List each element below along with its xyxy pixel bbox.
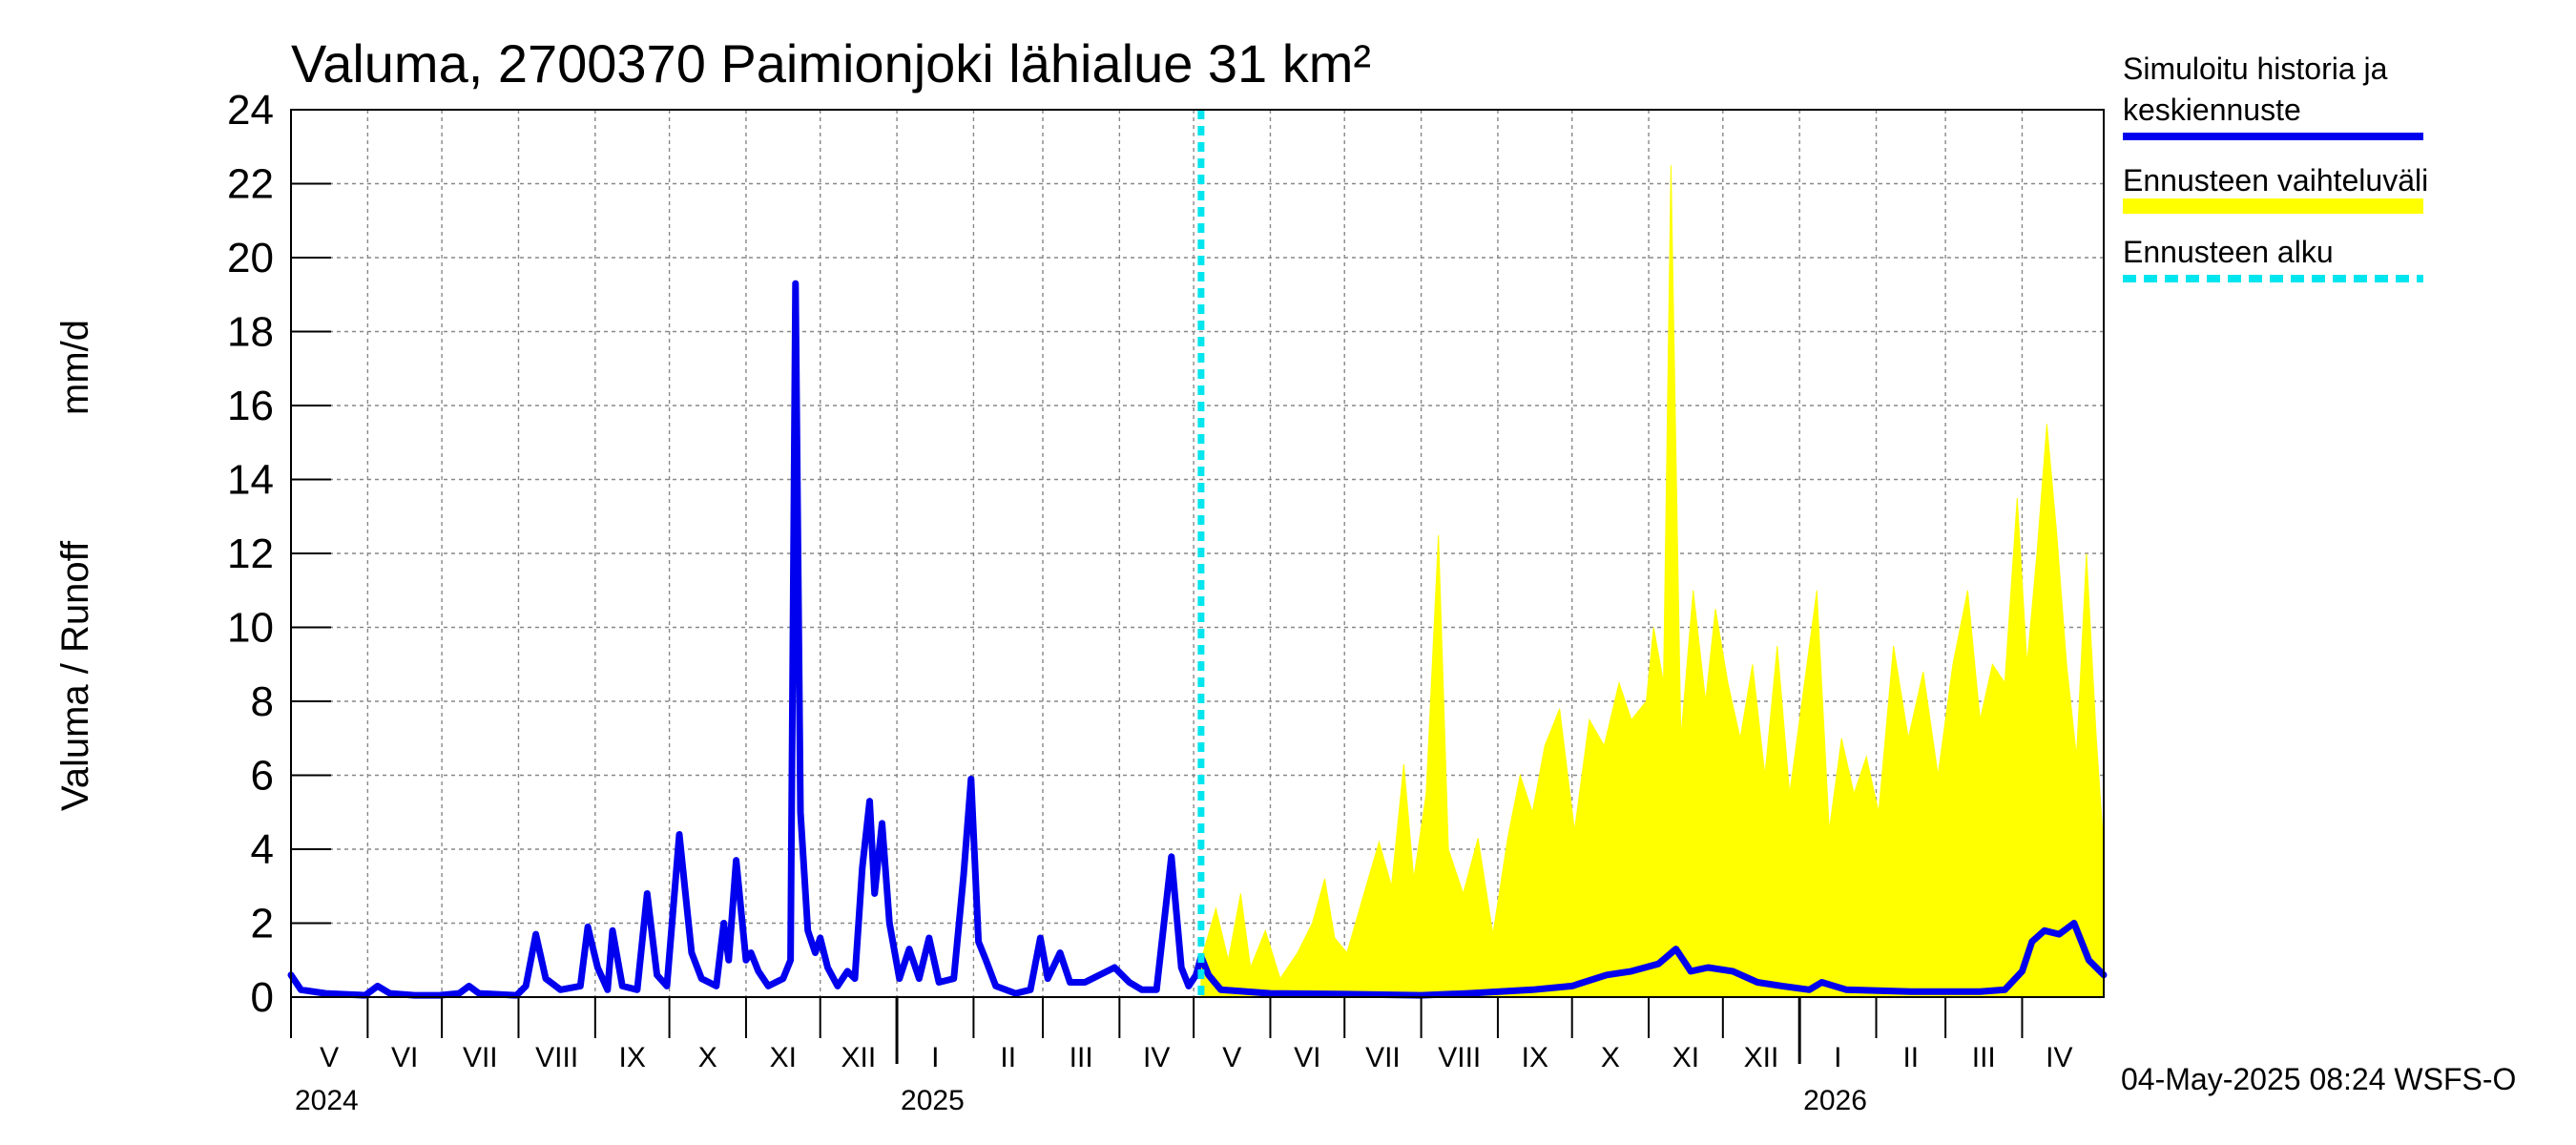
month-label: I [931, 1042, 939, 1073]
month-label: V [320, 1042, 339, 1073]
y-tick-label: 4 [251, 826, 274, 873]
y-tick-label: 6 [251, 753, 274, 800]
x-axis: V VI VII VIII IX X XI XII I II III IV V VI VII VIII IX X X… [290, 997, 2073, 1116]
month-label: XII [841, 1042, 877, 1073]
legend-label: Simuloitu historia ja [2123, 52, 2388, 86]
month-label: XI [770, 1042, 797, 1073]
month-label: II [1000, 1042, 1016, 1073]
y-tick-label: 18 [227, 309, 274, 356]
month-label: II [1902, 1042, 1919, 1073]
month-label: III [1070, 1042, 1093, 1073]
month-label: V [1222, 1042, 1241, 1073]
month-label: IV [1143, 1042, 1170, 1073]
month-label: XII [1744, 1042, 1779, 1073]
y-tick-label: 24 [227, 87, 274, 134]
y-axis-label: Valuma / Runoff mm/d [54, 320, 96, 811]
y-tick-label: 22 [227, 161, 274, 208]
month-label: VIII [1438, 1042, 1481, 1073]
y-tick-label: 16 [227, 383, 274, 429]
y-tick-label: 14 [227, 457, 274, 504]
legend-label: Ennusteen vaihteluväli [2123, 163, 2428, 198]
y-tick-label: 2 [251, 901, 274, 947]
year-label: 2026 [1803, 1085, 1867, 1116]
history-and-mean-line [287, 280, 2108, 999]
y-axis-label-text: Valuma / Runoff [54, 540, 96, 811]
grid [291, 110, 2104, 997]
y-tick-label: 12 [227, 531, 274, 577]
month-label: VI [391, 1042, 418, 1073]
month-label: VII [463, 1042, 498, 1073]
y-tick-label: 0 [251, 974, 274, 1021]
month-label: VII [1365, 1042, 1401, 1073]
month-label: III [1972, 1042, 1996, 1073]
month-label: X [698, 1042, 717, 1073]
y-tick-label: 20 [227, 235, 274, 281]
month-label: IX [619, 1042, 646, 1073]
month-label: VI [1294, 1042, 1320, 1073]
month-label: VIII [535, 1042, 578, 1073]
y-axis-unit-text: mm/d [54, 320, 96, 415]
y-tick-label: 8 [251, 678, 274, 725]
year-label: 2025 [901, 1085, 965, 1116]
forecast-range-area [1200, 165, 2105, 998]
forecast-range-band [1200, 165, 2105, 998]
y-tick-label: 10 [227, 605, 274, 652]
legend-label: Ennusteen alku [2123, 235, 2334, 269]
month-label: X [1601, 1042, 1620, 1073]
chart-title: Valuma, 2700370 Paimionjoki lähialue 31 … [291, 33, 1371, 94]
month-label: IV [2046, 1042, 2072, 1073]
month-label: I [1834, 1042, 1841, 1073]
year-label: 2024 [295, 1085, 359, 1116]
month-label: IX [1522, 1042, 1548, 1073]
timestamp: 04-May-2025 08:24 WSFS-O [2121, 1062, 2516, 1096]
month-label: XI [1672, 1042, 1699, 1073]
legend-label: keskiennuste [2123, 93, 2301, 127]
legend: Simuloitu historia ja keskiennuste Ennuste… [2123, 52, 2428, 282]
history-mean-series-line [287, 280, 2108, 999]
